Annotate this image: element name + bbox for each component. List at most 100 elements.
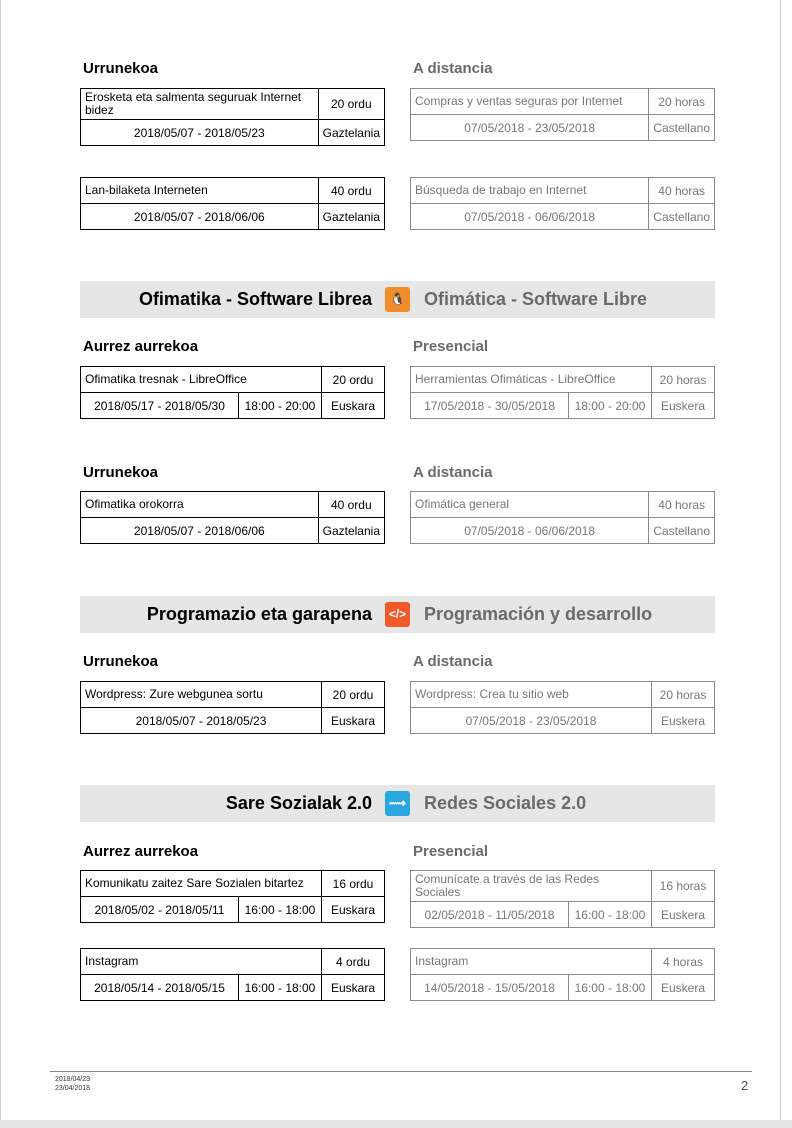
modality-heading-eu: Aurrez aurrekoa — [83, 338, 199, 355]
category-title-eu: Sare Sozialak 2.0 — [225, 793, 372, 813]
course-language: Gaztelania — [317, 203, 386, 230]
course-detail-row: 2018/05/07 - 2018/05/23 Euskara — [80, 707, 385, 734]
course-time: 16:00 - 18:00 — [238, 974, 322, 1001]
page-number: 2 — [741, 1078, 749, 1093]
course-name: Erosketa eta salmenta seguruak Internet … — [80, 88, 319, 120]
course-detail-row: 2018/05/07 - 2018/06/06 Gaztelania — [80, 517, 386, 544]
course-detail-row: 07/05/2018 - 23/05/2018 Castellano — [409, 114, 715, 141]
course-table-es: Compras y ventas seguras por Internet 20 … — [409, 88, 715, 141]
course-hours: 16 ordu — [321, 870, 385, 897]
modality-heading-es: Presencial — [413, 338, 489, 355]
course-title-row: Wordpress: Crea tu sitio web 20 horas — [410, 681, 715, 708]
course-table-es: Instagram 4 horas 14/05/2018 - 15/05/2018 1… — [410, 948, 715, 1001]
course-language: Gaztelania — [317, 517, 386, 544]
modality-heading-es: A distancia — [413, 60, 493, 77]
course-hours: 4 ordu — [321, 948, 385, 975]
course-hours: 20 ordu — [321, 681, 385, 708]
course-hours: 20 horas — [651, 366, 715, 393]
course-language: Euskara — [321, 896, 385, 923]
course-detail-row: 07/05/2018 - 06/06/2018 Castellano — [409, 203, 715, 230]
course-name: Instagram — [410, 948, 652, 975]
course-name: Búsqueda de trabajo en Internet — [409, 177, 650, 204]
course-table-eu: Lan-bilaketa Interneten 40 ordu 2018/05/07… — [80, 177, 386, 230]
category-banner: Ofimatika - Software Librea 🐧 Ofimática - … — [80, 281, 715, 318]
course-hours: 20 ordu — [321, 366, 385, 393]
course-language: Euskera — [651, 901, 715, 928]
course-title-row: Compras y ventas seguras por Internet 20 … — [409, 88, 715, 115]
course-language: Euskara — [321, 707, 385, 734]
page-gap — [0, 1120, 792, 1128]
course-language: Euskera — [651, 974, 715, 1001]
course-language: Castellano — [648, 203, 715, 230]
course-language: Castellano — [648, 517, 715, 544]
footer-date-eu: 2018/04/23 — [55, 1076, 91, 1083]
course-name: Komunikatu zaitez Sare Sozialen bitartez — [80, 870, 322, 897]
course-time: 16:00 - 18:00 — [568, 974, 652, 1001]
modality-heading-eu: Urrunekoa — [83, 60, 159, 77]
course-language: Euskara — [321, 392, 385, 419]
course-detail-row: 14/05/2018 - 15/05/2018 16:00 - 18:00 Eusk… — [410, 974, 715, 1001]
category-title-eu: Programazio eta garapena — [146, 604, 372, 624]
course-dates: 2018/05/07 - 2018/05/23 — [80, 707, 322, 734]
course-hours: 20 horas — [648, 88, 715, 115]
course-dates: 2018/05/07 - 2018/05/23 — [80, 119, 319, 146]
page-edge — [780, 0, 781, 1120]
course-hours: 20 ordu — [317, 88, 386, 120]
course-hours: 40 ordu — [317, 491, 386, 518]
course-time: 18:00 - 20:00 — [238, 392, 322, 419]
course-title-row: Komunikatu zaitez Sare Sozialen bitartez… — [80, 870, 385, 897]
course-name: Compras y ventas seguras por Internet — [409, 88, 650, 115]
course-detail-row: 2018/05/14 - 2018/05/15 16:00 - 18:00 Eusk… — [80, 974, 385, 1001]
course-dates: 2018/05/07 - 2018/06/06 — [80, 203, 319, 230]
footer-divider — [50, 1071, 752, 1072]
course-dates: 07/05/2018 - 23/05/2018 — [409, 114, 650, 141]
course-hours: 40 horas — [648, 491, 715, 518]
course-detail-row: 2018/05/17 - 2018/05/30 18:00 - 20:00 Eusk… — [80, 392, 385, 419]
category-title-es: Programación y desarrollo — [424, 604, 653, 624]
course-language: Euskera — [651, 392, 715, 419]
course-time: 16:00 - 18:00 — [238, 896, 322, 923]
modality-heading-es: A distancia — [413, 464, 493, 481]
course-title-row: Erosketa eta salmenta seguruak Internet … — [80, 88, 386, 120]
course-detail-row: 2018/05/02 - 2018/05/11 16:00 - 18:00 Eusk… — [80, 896, 385, 923]
course-name: Ofimatika tresnak - LibreOffice — [80, 366, 322, 393]
page-edge — [0, 0, 1, 1120]
course-title-row: Instagram 4 ordu — [80, 948, 385, 975]
penguin-icon: 🐧 — [385, 287, 410, 312]
modality-heading-eu: Urrunekoa — [83, 464, 159, 481]
course-table-es: Herramientas Ofimáticas - LibreOffice 20 … — [410, 366, 715, 419]
category-title-es: Redes Sociales 2.0 — [424, 793, 587, 813]
category-banner: Sare Sozialak 2.0 ⟿ Redes Sociales 2.0 — [80, 785, 715, 822]
course-table-eu: Wordpress: Zure webgunea sortu 20 ordu 201… — [80, 681, 385, 734]
course-detail-row: 17/05/2018 - 30/05/2018 18:00 - 20:00 Eusk… — [410, 392, 715, 419]
course-detail-row: 07/05/2018 - 23/05/2018 Euskera — [410, 707, 715, 734]
course-title-row: Herramientas Ofimáticas - LibreOffice 20 … — [410, 366, 715, 393]
course-name: Ofimática general — [409, 491, 650, 518]
code-icon: </> — [385, 602, 410, 627]
course-dates: 07/05/2018 - 06/06/2018 — [409, 517, 650, 544]
modality-heading-eu: Aurrez aurrekoa — [83, 843, 199, 860]
course-detail-row: 02/05/2018 - 11/05/2018 16:00 - 18:00 Eusk… — [410, 901, 715, 928]
course-hours: 40 horas — [648, 177, 715, 204]
course-hours: 16 horas — [651, 870, 715, 902]
course-title-row: Instagram 4 horas — [410, 948, 715, 975]
course-name: Wordpress: Crea tu sitio web — [410, 681, 652, 708]
course-title-row: Ofimática general 40 horas — [409, 491, 715, 518]
course-hours: 4 horas — [651, 948, 715, 975]
category-title-es: Ofimática - Software Libre — [424, 289, 648, 309]
course-title-row: Ofimatika tresnak - LibreOffice 20 ordu — [80, 366, 385, 393]
course-dates: 17/05/2018 - 30/05/2018 — [410, 392, 569, 419]
course-dates: 02/05/2018 - 11/05/2018 — [410, 901, 569, 928]
course-table-eu: Instagram 4 ordu 2018/05/14 - 2018/05/15 16… — [80, 948, 385, 1001]
course-dates: 2018/05/17 - 2018/05/30 — [80, 392, 239, 419]
course-title-row: Búsqueda de trabajo en Internet 40 horas — [409, 177, 715, 204]
course-dates: 14/05/2018 - 15/05/2018 — [410, 974, 569, 1001]
modality-heading-es: Presencial — [413, 843, 489, 860]
course-time: 16:00 - 18:00 — [568, 901, 652, 928]
course-table-eu: Ofimatika tresnak - LibreOffice 20 ordu 20… — [80, 366, 385, 419]
course-language: Euskera — [651, 707, 715, 734]
course-dates: 07/05/2018 - 23/05/2018 — [410, 707, 652, 734]
course-table-eu: Ofimatika orokorra 40 ordu 2018/05/07 - 20… — [80, 491, 386, 544]
course-table-eu: Komunikatu zaitez Sare Sozialen bitartez… — [80, 870, 385, 923]
course-hours: 20 horas — [651, 681, 715, 708]
